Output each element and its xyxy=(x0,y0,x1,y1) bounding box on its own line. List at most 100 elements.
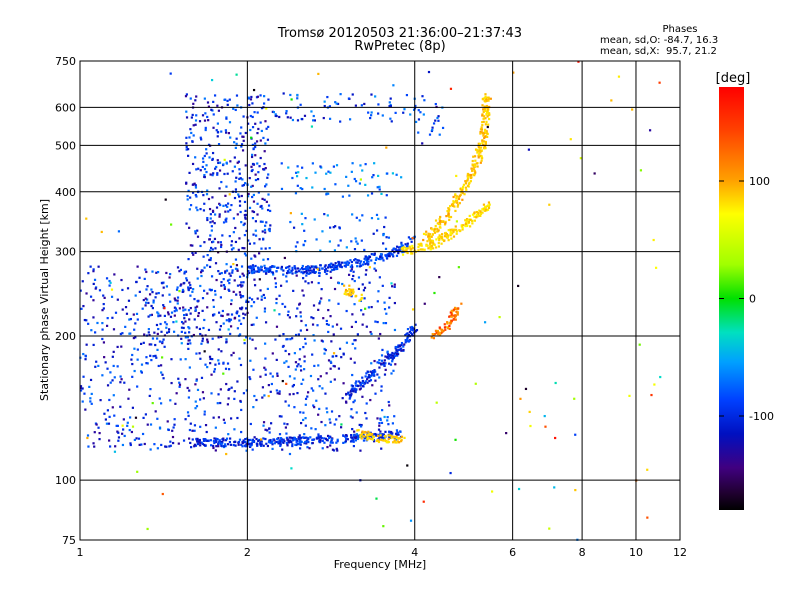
data-point xyxy=(248,206,252,209)
data-point xyxy=(101,337,104,341)
data-point xyxy=(215,445,218,448)
data-point xyxy=(487,96,490,99)
data-point xyxy=(126,287,130,290)
data-point xyxy=(142,341,145,344)
data-point xyxy=(155,323,159,327)
data-point xyxy=(189,342,192,345)
data-point xyxy=(169,315,173,318)
data-point xyxy=(203,350,206,353)
data-point xyxy=(92,299,95,302)
data-point xyxy=(289,93,292,97)
data-point xyxy=(178,385,181,388)
data-point xyxy=(456,205,459,208)
data-point xyxy=(356,384,360,388)
data-point xyxy=(370,437,373,441)
data-point xyxy=(646,468,649,471)
data-point xyxy=(304,240,307,243)
data-point xyxy=(267,394,270,398)
data-point xyxy=(325,319,328,323)
data-point xyxy=(354,388,358,391)
data-point xyxy=(373,252,376,255)
data-point xyxy=(79,386,82,390)
data-point xyxy=(300,271,303,274)
data-point xyxy=(303,267,307,271)
data-point xyxy=(339,93,342,96)
data-point xyxy=(217,241,220,244)
data-point xyxy=(286,116,289,119)
data-point xyxy=(444,328,447,331)
data-point xyxy=(286,338,289,341)
data-point xyxy=(461,189,464,192)
data-point xyxy=(227,433,230,436)
data-point xyxy=(238,200,242,203)
x-tick-label: 2 xyxy=(244,546,251,559)
data-point xyxy=(367,430,370,433)
data-point xyxy=(79,289,82,292)
data-point xyxy=(222,221,226,224)
data-point xyxy=(209,234,212,237)
data-point xyxy=(374,392,377,395)
data-point xyxy=(242,392,246,395)
data-point xyxy=(311,270,314,273)
data-point xyxy=(254,142,257,145)
data-point xyxy=(361,385,364,388)
data-point xyxy=(300,212,303,215)
data-point xyxy=(113,414,116,417)
data-point xyxy=(422,113,425,116)
data-point xyxy=(194,230,197,233)
data-point xyxy=(380,354,384,357)
data-point xyxy=(357,435,360,438)
data-point xyxy=(305,436,308,439)
data-point xyxy=(277,437,280,440)
data-point xyxy=(258,278,261,281)
data-point xyxy=(367,111,370,114)
data-point xyxy=(106,384,110,387)
data-point xyxy=(386,172,389,175)
data-point xyxy=(212,444,215,448)
data-point xyxy=(475,213,479,216)
data-point xyxy=(131,353,134,357)
data-point xyxy=(321,230,324,233)
data-point xyxy=(308,447,311,450)
data-point xyxy=(187,148,190,151)
data-point xyxy=(439,219,442,223)
data-point xyxy=(237,440,241,444)
data-point xyxy=(398,249,401,252)
data-point xyxy=(258,238,261,241)
data-point xyxy=(324,267,327,271)
data-point xyxy=(216,402,219,405)
data-point xyxy=(94,286,98,289)
data-point xyxy=(250,136,253,139)
data-point xyxy=(239,322,243,325)
data-point xyxy=(187,396,190,399)
data-point xyxy=(371,435,375,438)
data-point xyxy=(432,247,435,250)
x-tick-label: 12 xyxy=(673,546,687,559)
data-point xyxy=(102,294,105,297)
data-point xyxy=(233,397,236,401)
data-point xyxy=(185,148,188,151)
data-point xyxy=(438,221,441,224)
data-point xyxy=(435,331,438,334)
data-point xyxy=(326,214,329,217)
data-point xyxy=(194,400,197,403)
data-point xyxy=(393,247,396,250)
data-point xyxy=(307,272,310,275)
data-point xyxy=(136,385,139,388)
data-point xyxy=(298,440,302,443)
data-point xyxy=(433,231,437,234)
data-point xyxy=(151,337,155,340)
data-point xyxy=(331,441,334,444)
data-point xyxy=(433,228,436,231)
data-point xyxy=(194,156,197,159)
data-point xyxy=(141,432,145,436)
data-point xyxy=(295,315,298,318)
data-point xyxy=(294,267,297,270)
data-point xyxy=(267,173,270,176)
data-point xyxy=(475,162,478,165)
data-point xyxy=(317,433,320,436)
data-point xyxy=(480,128,484,131)
data-point xyxy=(231,269,234,272)
data-point xyxy=(291,444,294,448)
data-point xyxy=(338,261,341,264)
